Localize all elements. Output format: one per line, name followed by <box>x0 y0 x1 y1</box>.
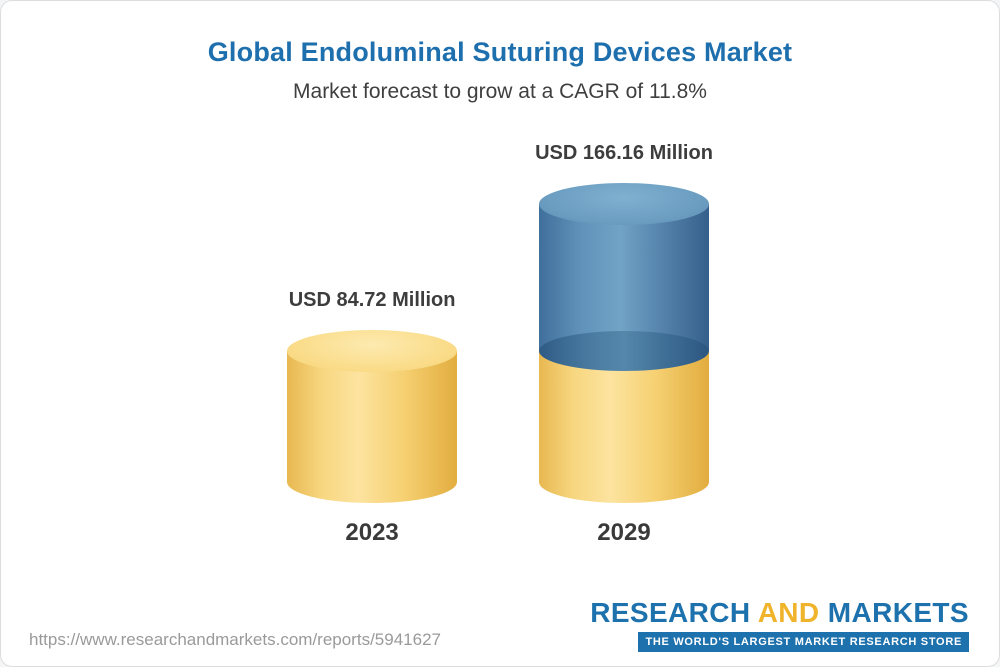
category-label-2023: 2023 <box>345 519 399 546</box>
value-label-2023: USD 84.72 Million <box>288 288 456 311</box>
chart-header: Global Endoluminal Suturing Devices Mark… <box>1 1 999 104</box>
cylinder-2023 <box>287 329 458 503</box>
bar-chart: USD 84.72 Million 2023 USD 166.16 Millio… <box>1 104 999 549</box>
research-and-markets-logo: RESEARCH AND MARKETS THE WORLD'S LARGEST… <box>590 597 969 652</box>
logo-wordmark: RESEARCH AND MARKETS <box>590 597 969 629</box>
logo-tagline: THE WORLD'S LARGEST MARKET RESEARCH STOR… <box>638 632 969 652</box>
cylinder-segment-base <box>539 350 709 503</box>
bar-group-2023: USD 84.72 Million 2023 <box>287 288 458 549</box>
logo-word-research: RESEARCH <box>590 597 751 628</box>
logo-word-markets: MARKETS <box>827 597 969 628</box>
cylinder-body-2023 <box>287 350 458 503</box>
cylinder-top-ellipse <box>539 182 709 225</box>
category-label-2029: 2029 <box>597 519 651 546</box>
bar-group-2029: USD 166.16 Million 2029 <box>535 142 713 549</box>
value-label-2029: USD 166.16 Million <box>535 141 713 164</box>
chart-subtitle: Market forecast to grow at a CAGR of 11.… <box>293 80 707 103</box>
report-url-link[interactable]: https://www.researchandmarkets.com/repor… <box>29 630 441 649</box>
page-title: Global Endoluminal Suturing Devices Mark… <box>207 37 793 67</box>
cylinder-segment-growth <box>539 203 709 371</box>
cylinder-2029 <box>539 182 709 503</box>
logo-word-and: AND <box>757 597 820 628</box>
cylinder-top-ellipse <box>287 329 458 372</box>
